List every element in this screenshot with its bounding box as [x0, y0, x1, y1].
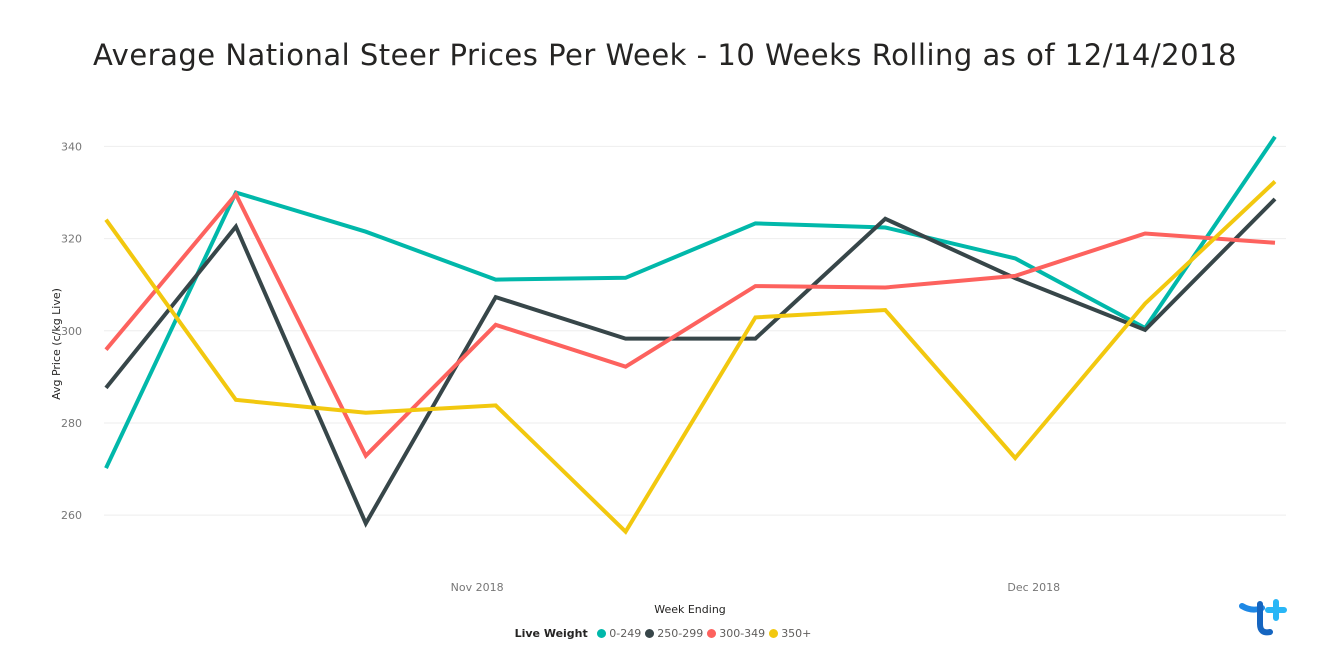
- y-axis-title: Avg Price (c/kg Live): [50, 288, 63, 400]
- legend-dot: [597, 629, 607, 638]
- series-line-350+: [104, 180, 1277, 535]
- legend-item-250-299[interactable]: 250-299: [645, 627, 703, 640]
- legend-item-0-249[interactable]: 0-249: [597, 627, 641, 640]
- x-axis-title: Week Ending: [654, 603, 726, 616]
- legend-dot: [769, 629, 779, 638]
- brand-logo-icon: [1239, 599, 1287, 636]
- legend-label: 0-249: [609, 627, 642, 640]
- x-axis-ticks: Nov 2018 Dec 2018: [451, 581, 1061, 594]
- y-tick-label: 300: [61, 325, 82, 338]
- legend-dot: [707, 629, 717, 638]
- x-tick-label: Dec 2018: [1007, 581, 1060, 594]
- y-axis-ticks: 260 280 300 320 340: [61, 140, 82, 522]
- chart-title: Average National Steer Prices Per Week -…: [93, 38, 1237, 72]
- series-line-0-249: [104, 135, 1277, 469]
- legend-item-350+[interactable]: 350+: [769, 627, 811, 640]
- legend-dot: [645, 629, 655, 638]
- legend-label: 350+: [781, 627, 812, 640]
- y-tick-label: 340: [61, 140, 82, 153]
- legend-item-300-349[interactable]: 300-349: [707, 627, 765, 640]
- y-tick-label: 260: [61, 509, 82, 522]
- series-line-250-299: [104, 197, 1277, 528]
- x-tick-label: Nov 2018: [451, 581, 504, 594]
- series-lines: [104, 135, 1277, 535]
- legend: Live Weight 0-249 250-299 300-349 350+: [0, 627, 1330, 640]
- y-tick-label: 320: [61, 233, 82, 246]
- legend-title: Live Weight: [514, 627, 588, 640]
- legend-label: 250-299: [657, 627, 704, 640]
- gridlines: [104, 145, 1286, 516]
- series-line-300-349: [104, 190, 1276, 460]
- y-tick-label: 280: [61, 417, 82, 430]
- legend-label: 300-349: [719, 627, 766, 640]
